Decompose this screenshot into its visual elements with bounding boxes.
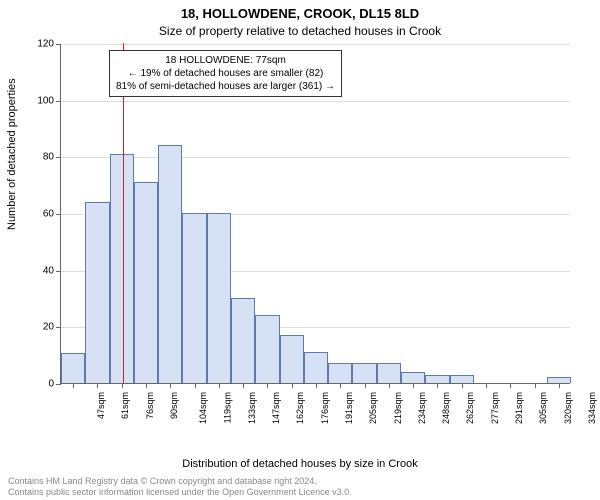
histogram-bar [304, 352, 328, 383]
xtick-mark [292, 383, 293, 388]
histogram-bar [547, 377, 571, 383]
xtick-label: 119sqm [222, 392, 232, 423]
histogram-bar [328, 363, 352, 383]
xtick-label: 162sqm [295, 392, 305, 424]
histogram-bar [280, 335, 304, 383]
xtick-label: 219sqm [393, 392, 403, 424]
xtick-label: 248sqm [441, 392, 451, 424]
xtick-label: 147sqm [271, 392, 281, 424]
histogram-bar [425, 375, 449, 384]
annotation-line: ← 19% of detached houses are smaller (82… [116, 67, 335, 80]
xtick-mark [316, 383, 317, 388]
y-axis-label: Number of detached properties [6, 78, 18, 230]
xtick-mark [122, 383, 123, 388]
xtick-label: 262sqm [465, 392, 475, 424]
ytick-mark [56, 271, 61, 272]
xtick-label: 61sqm [120, 392, 130, 419]
histogram-bar [110, 154, 134, 384]
xtick-mark [267, 383, 268, 388]
annotation-line: 81% of semi-detached houses are larger (… [116, 80, 335, 93]
xtick-mark [146, 383, 147, 388]
xtick-mark [462, 383, 463, 388]
histogram-bar [401, 372, 425, 383]
xtick-mark [535, 383, 536, 388]
xtick-mark [413, 383, 414, 388]
xtick-label: 47sqm [96, 392, 106, 419]
xtick-label: 76sqm [145, 392, 155, 419]
ytick-label: 0 [24, 379, 54, 390]
grid-line [61, 44, 570, 45]
histogram-bar [134, 182, 158, 383]
ytick-label: 60 [24, 209, 54, 220]
ytick-mark [56, 101, 61, 102]
histogram-bar [158, 145, 182, 383]
x-axis-label: Distribution of detached houses by size … [0, 458, 600, 470]
attribution-text: Contains HM Land Registry data © Crown c… [8, 476, 592, 498]
ytick-label: 40 [24, 265, 54, 276]
xtick-label: 104sqm [198, 392, 208, 424]
histogram-bar [61, 353, 85, 383]
xtick-mark [510, 383, 511, 388]
xtick-mark [195, 383, 196, 388]
xtick-mark [486, 383, 487, 388]
xtick-mark [340, 383, 341, 388]
attribution-line: Contains HM Land Registry data © Crown c… [8, 476, 592, 487]
histogram-bar [352, 363, 376, 383]
ytick-mark [56, 384, 61, 385]
ytick-label: 100 [24, 95, 54, 106]
histogram-bar [85, 202, 109, 383]
xtick-mark [170, 383, 171, 388]
annotation-line: 18 HOLLOWDENE: 77sqm [116, 54, 335, 67]
histogram-bar [450, 375, 474, 384]
xtick-mark [219, 383, 220, 388]
xtick-mark [97, 383, 98, 388]
xtick-mark [389, 383, 390, 388]
histogram-bar [377, 363, 401, 383]
xtick-label: 291sqm [514, 392, 524, 424]
xtick-label: 90sqm [169, 392, 179, 419]
xtick-label: 305sqm [538, 392, 548, 424]
plot-area: 18 HOLLOWDENE: 77sqm← 19% of detached ho… [60, 44, 570, 384]
annotation-box: 18 HOLLOWDENE: 77sqm← 19% of detached ho… [109, 50, 342, 97]
attribution-line: Contains public sector information licen… [8, 487, 592, 498]
xtick-mark [365, 383, 366, 388]
xtick-label: 334sqm [587, 392, 597, 424]
xtick-label: 133sqm [247, 392, 257, 424]
histogram-bar [182, 213, 206, 383]
ytick-mark [56, 214, 61, 215]
histogram-bar [255, 315, 279, 383]
ytick-mark [56, 44, 61, 45]
xtick-label: 205sqm [368, 392, 378, 424]
ytick-label: 80 [24, 152, 54, 163]
ytick-label: 20 [24, 322, 54, 333]
ytick-mark [56, 327, 61, 328]
histogram-bar [207, 213, 231, 383]
xtick-mark [243, 383, 244, 388]
xtick-label: 320sqm [563, 392, 573, 424]
chart-title: 18, HOLLOWDENE, CROOK, DL15 8LD [0, 6, 600, 21]
histogram-bar [231, 298, 255, 383]
ytick-mark [56, 157, 61, 158]
ytick-label: 120 [24, 39, 54, 50]
grid-line [61, 101, 570, 102]
xtick-mark [437, 383, 438, 388]
xtick-label: 191sqm [344, 392, 354, 424]
xtick-label: 176sqm [320, 392, 330, 424]
xtick-label: 234sqm [417, 392, 427, 424]
xtick-label: 277sqm [490, 392, 500, 424]
xtick-mark [559, 383, 560, 388]
chart-container: 18, HOLLOWDENE, CROOK, DL15 8LD Size of … [0, 0, 600, 500]
grid-line [61, 157, 570, 158]
xtick-mark [73, 383, 74, 388]
chart-subtitle: Size of property relative to detached ho… [0, 24, 600, 38]
